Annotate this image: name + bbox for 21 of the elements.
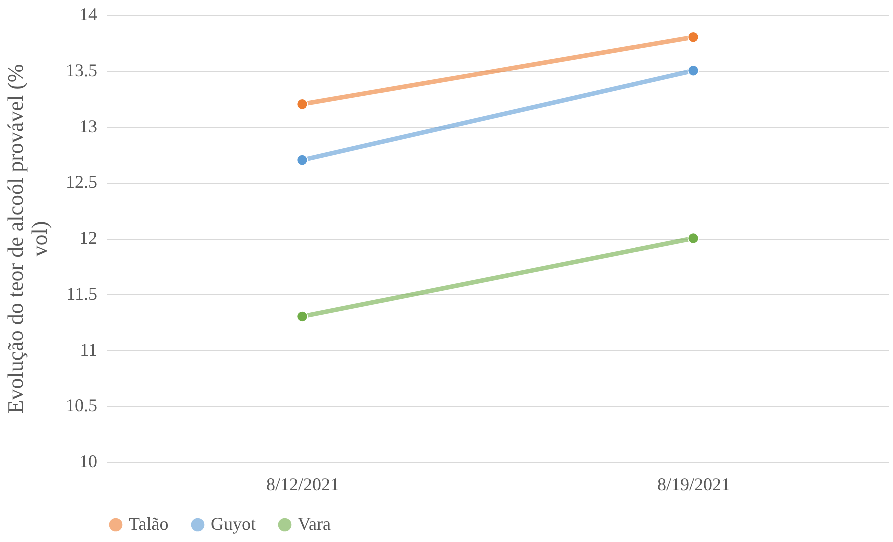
y-tick-label: 10 bbox=[80, 452, 98, 472]
y-tick-label: 12 bbox=[80, 228, 98, 248]
point bbox=[688, 32, 700, 43]
y-axis-title: Evolução do teor de alcoól provável (% vol) bbox=[3, 64, 52, 414]
y-tick-label: 14 bbox=[80, 4, 98, 24]
legend-label: Vara bbox=[298, 514, 331, 534]
y-tick-label: 10.5 bbox=[66, 396, 98, 416]
x-tick-label: 8/12/2021 bbox=[266, 474, 340, 494]
legend-label: Guyot bbox=[211, 514, 256, 534]
y-tick-label: 11 bbox=[80, 340, 98, 360]
point bbox=[296, 98, 308, 110]
legend-label: Talão bbox=[129, 514, 169, 534]
y-tick-label: 12.5 bbox=[66, 172, 98, 192]
y-tick-label: 11.5 bbox=[66, 284, 98, 304]
point bbox=[296, 311, 308, 322]
point bbox=[296, 154, 308, 166]
point bbox=[688, 232, 700, 244]
y-tick-label: 13 bbox=[80, 116, 98, 136]
point bbox=[688, 65, 700, 77]
y-tick-label: 13.5 bbox=[66, 60, 98, 80]
x-tick-label: 8/19/2021 bbox=[657, 474, 731, 494]
